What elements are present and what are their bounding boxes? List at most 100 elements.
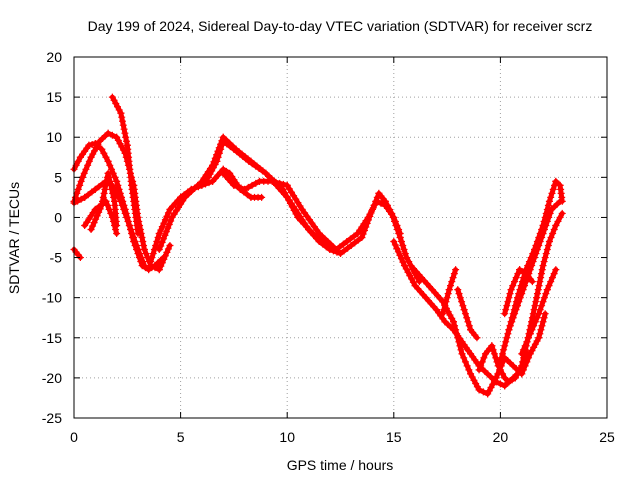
data-point — [505, 326, 513, 334]
data-point — [552, 221, 560, 229]
data-point — [464, 318, 472, 326]
data-point — [133, 242, 141, 250]
data-point — [536, 238, 544, 246]
data-point — [519, 346, 527, 354]
data-point — [360, 226, 368, 234]
data-point — [137, 254, 145, 262]
data-point — [530, 343, 538, 351]
y-tick-label: -20 — [42, 370, 62, 386]
data-point — [98, 145, 106, 153]
data-point — [396, 234, 404, 241]
data-point — [113, 229, 121, 237]
data-point — [513, 370, 521, 378]
data-point — [496, 380, 504, 388]
data-point — [84, 161, 92, 169]
y-tick-label: 10 — [46, 129, 62, 145]
data-point — [547, 193, 555, 201]
data-point — [509, 314, 517, 322]
data-point — [490, 377, 498, 385]
data-point — [161, 252, 169, 260]
data-point — [541, 310, 549, 318]
data-point — [545, 197, 553, 205]
x-axis-label: GPS time / hours — [287, 457, 394, 473]
data-point — [552, 266, 560, 274]
data-point — [500, 346, 508, 354]
data-point — [496, 358, 504, 366]
data-point — [101, 185, 109, 193]
data-point — [149, 250, 157, 258]
data-point — [140, 246, 148, 254]
data-point — [528, 278, 536, 286]
data-point — [542, 250, 550, 258]
data-point — [116, 140, 124, 148]
data-point — [455, 290, 463, 298]
data-point — [121, 209, 129, 217]
data-point — [336, 243, 344, 251]
data-point — [512, 274, 520, 282]
data-point — [532, 250, 540, 258]
data-point — [268, 177, 276, 185]
data-point — [558, 209, 566, 217]
data-point — [393, 225, 401, 233]
data-point — [528, 347, 536, 355]
data-point — [533, 246, 541, 254]
data-point — [104, 201, 112, 209]
data-point — [539, 318, 547, 326]
data-point — [115, 194, 123, 202]
series-track-13 — [407, 262, 549, 398]
data-point — [445, 286, 453, 294]
data-point — [400, 246, 408, 254]
series-track-15 — [454, 286, 481, 342]
data-point — [279, 180, 287, 188]
data-point — [478, 358, 486, 366]
data-point — [139, 258, 147, 266]
data-point — [244, 183, 252, 191]
data-point — [142, 250, 150, 258]
data-point — [485, 387, 493, 395]
data-point — [90, 219, 98, 227]
data-point — [124, 217, 132, 225]
data-point — [543, 286, 551, 294]
data-point — [366, 212, 374, 220]
data-point — [526, 266, 534, 274]
data-point — [463, 362, 471, 370]
data-point — [533, 290, 541, 298]
data-point — [114, 136, 122, 144]
data-point — [102, 153, 110, 161]
data-point — [499, 350, 507, 358]
data-point — [450, 270, 458, 278]
data-point — [448, 278, 456, 286]
data-point — [154, 234, 162, 241]
data-point — [80, 169, 88, 177]
data-point — [163, 212, 171, 220]
data-point — [459, 302, 467, 310]
data-point — [252, 179, 260, 187]
data-point — [112, 100, 120, 108]
data-point — [516, 366, 524, 374]
data-point — [391, 241, 399, 249]
data-point — [538, 266, 546, 274]
data-point — [272, 178, 280, 186]
data-point — [532, 298, 540, 306]
data-point — [359, 230, 367, 238]
data-point — [110, 96, 118, 104]
data-point — [480, 354, 488, 362]
data-point — [158, 238, 166, 246]
data-point — [529, 258, 537, 266]
data-point — [525, 334, 533, 342]
data-point — [92, 215, 100, 223]
data-point — [556, 213, 564, 221]
data-point — [484, 390, 492, 398]
data-point — [89, 150, 97, 158]
data-point — [460, 306, 468, 314]
data-point — [520, 354, 528, 362]
data-point — [326, 246, 334, 254]
data-point — [91, 185, 99, 193]
data-point — [138, 234, 146, 241]
data-point — [451, 322, 459, 330]
data-point — [537, 326, 545, 334]
data-point — [530, 306, 538, 314]
data-point — [502, 306, 510, 314]
data-point — [415, 278, 423, 286]
data-point — [343, 238, 351, 246]
